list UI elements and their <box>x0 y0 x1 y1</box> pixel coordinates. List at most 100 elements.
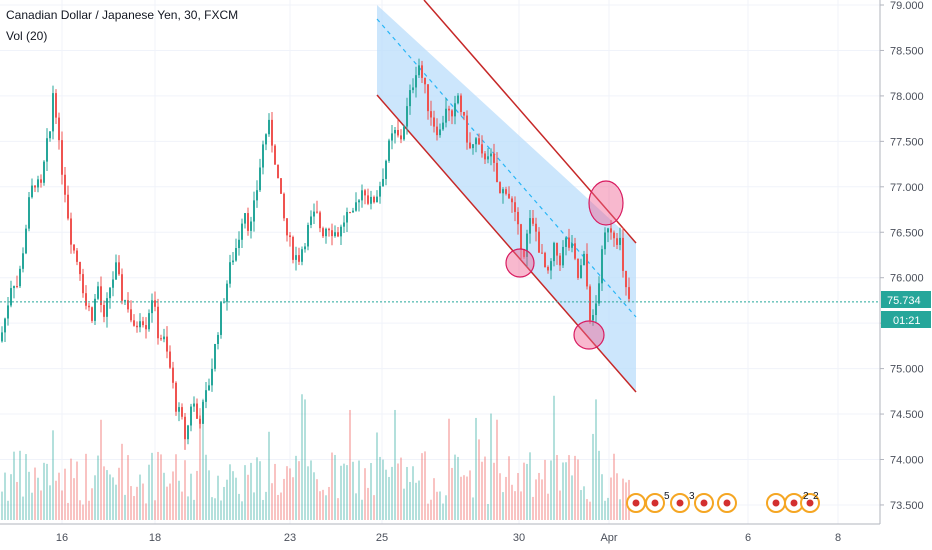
volume-bar <box>298 461 300 520</box>
event-count: 3 <box>689 491 695 502</box>
candle-body <box>448 108 450 111</box>
candle-body <box>502 189 504 194</box>
volume-bar <box>130 486 132 520</box>
volume-bar <box>550 460 552 520</box>
candle-body <box>421 65 423 78</box>
candle-body <box>157 306 159 339</box>
time-label: 23 <box>284 532 296 544</box>
candle-body <box>178 407 180 412</box>
candle-body <box>295 255 297 260</box>
volume-bar <box>76 461 78 520</box>
volume-bar <box>193 499 195 520</box>
volume-bar <box>55 480 57 520</box>
volume-bar <box>241 501 243 520</box>
time-axis[interactable]: 16 18 23 25 30 Apr 6 8 <box>0 523 932 550</box>
candle-body <box>139 321 141 328</box>
candle-body <box>16 286 18 288</box>
candle-body <box>151 300 153 314</box>
price-axis[interactable]: 79.000 78.500 78.000 77.500 77.000 76.500 76.0… <box>879 0 932 524</box>
volume-bar <box>499 473 501 520</box>
channel-upper-line[interactable] <box>423 0 637 244</box>
volume-bar <box>10 474 12 520</box>
candle-body <box>190 406 192 426</box>
volume-bar <box>1 491 3 520</box>
candle-body <box>553 242 555 262</box>
candle-body <box>403 126 405 140</box>
candle-body <box>52 93 54 132</box>
annotation-circles[interactable] <box>505 180 624 350</box>
candle-body <box>148 313 150 330</box>
volume-bar <box>187 496 189 520</box>
candle-body <box>499 182 501 194</box>
volume-bar <box>82 504 84 520</box>
volume-bar <box>289 468 291 520</box>
volume-bar <box>379 456 381 520</box>
price-label: 78.500 <box>890 45 924 57</box>
candle-body <box>220 302 222 335</box>
volume-bar <box>544 459 546 520</box>
candle-body <box>91 307 93 321</box>
volume-bar <box>13 451 15 520</box>
volume-bar <box>154 500 156 520</box>
candle-body <box>442 122 444 130</box>
candle-body <box>199 418 201 424</box>
volume-bar <box>508 456 510 520</box>
candle-body <box>136 325 138 328</box>
volume-bar <box>301 394 303 520</box>
candle-body <box>328 228 330 231</box>
volume-bar <box>415 482 417 520</box>
candle-body <box>439 129 441 136</box>
volume-bar <box>313 472 315 520</box>
candle-body <box>430 111 432 118</box>
candle-body <box>40 179 42 183</box>
candle-body <box>337 232 339 237</box>
volume-indicator-label[interactable]: Vol (20) <box>6 29 48 43</box>
volume-bar <box>523 462 525 520</box>
symbol-title[interactable]: Canadian Dollar / Japanese Yen, 30, FXCM <box>6 8 239 22</box>
bar-countdown: 01:21 <box>893 315 921 327</box>
volume-bar <box>118 467 120 520</box>
candle-body <box>406 106 408 127</box>
volume-bar <box>484 456 486 520</box>
volume-bar <box>592 433 594 520</box>
candle-body <box>1 332 3 342</box>
candle-body <box>595 303 597 316</box>
candle-body <box>319 212 321 229</box>
candle-body <box>313 211 315 217</box>
volume-bar <box>190 473 192 520</box>
volume-bar <box>595 399 597 520</box>
volume-bar <box>25 454 27 520</box>
volume-bar <box>490 413 492 520</box>
candle-body <box>415 75 417 88</box>
candle-body <box>619 237 621 245</box>
price-label: 73.500 <box>890 500 924 512</box>
regression-channel[interactable] <box>376 0 637 393</box>
highlight-circle[interactable] <box>588 180 624 226</box>
candle-body <box>112 279 114 288</box>
volume-bar <box>460 476 462 520</box>
candle-body <box>370 196 372 204</box>
volume-bar <box>232 471 234 520</box>
highlight-circle[interactable] <box>573 320 605 350</box>
candle-body <box>19 268 21 287</box>
candle-body <box>418 65 420 76</box>
candle-body <box>166 336 168 352</box>
current-price-value: 75.734 <box>887 295 921 307</box>
volume-bar <box>625 482 627 520</box>
channel-lower-line[interactable] <box>376 94 637 393</box>
volume-bar <box>556 454 558 520</box>
candle-body <box>547 267 549 271</box>
volume-bar <box>535 479 537 520</box>
highlight-circle[interactable] <box>505 248 535 278</box>
candle-body <box>271 119 273 146</box>
candle-body <box>565 237 567 247</box>
volume-bar <box>409 481 411 520</box>
volume-bar <box>457 456 459 520</box>
channel-mid-line[interactable] <box>376 18 637 318</box>
candle-body <box>541 252 543 254</box>
volume-bar <box>517 473 519 520</box>
candle-body <box>280 178 282 194</box>
price-label: 79.000 <box>890 0 924 12</box>
